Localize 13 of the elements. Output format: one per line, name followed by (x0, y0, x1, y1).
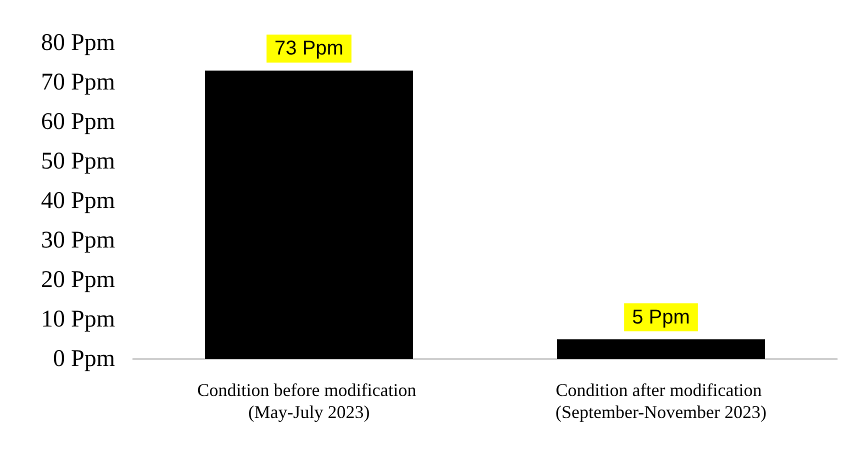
y-tick-label: 60 Ppm (40, 109, 116, 135)
y-tick-label: 10 Ppm (40, 306, 116, 332)
y-tick-label: 0 Ppm (52, 346, 116, 372)
x-tick-label: Condition before modification (May-July 2023) (197, 380, 421, 422)
data-label: 73 Ppm (274, 38, 344, 60)
x-tick-label: Condition after modification (September-November 2023) (555, 380, 767, 422)
y-tick-label: 40 Ppm (40, 188, 116, 214)
y-tick-label: 70 Ppm (40, 70, 116, 96)
y-tick-label: 50 Ppm (40, 148, 116, 174)
y-tick-label: 80 Ppm (40, 30, 116, 56)
y-tick-label: 30 Ppm (40, 228, 116, 254)
data-label: 5 Ppm (632, 306, 690, 328)
y-tick-label: 20 Ppm (40, 267, 116, 293)
